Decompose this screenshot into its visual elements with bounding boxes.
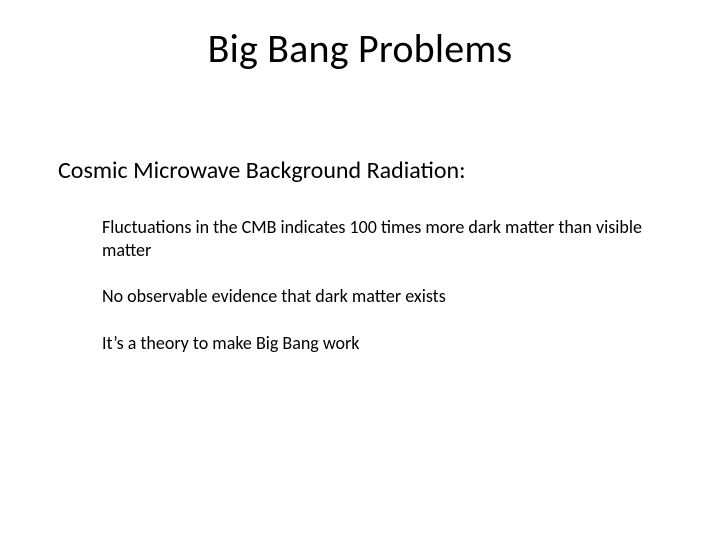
body-point: It’s a theory to make Big Bang work [102, 332, 642, 355]
slide-body: Fluctuations in the CMB indicates 100 ti… [102, 216, 642, 378]
body-point: No observable evidence that dark matter … [102, 285, 642, 308]
slide-subheading: Cosmic Microwave Background Radiation: [58, 156, 466, 185]
slide-title: Big Bang Problems [0, 24, 720, 73]
slide: Big Bang Problems Cosmic Microwave Backg… [0, 0, 720, 540]
body-point: Fluctuations in the CMB indicates 100 ti… [102, 216, 642, 261]
